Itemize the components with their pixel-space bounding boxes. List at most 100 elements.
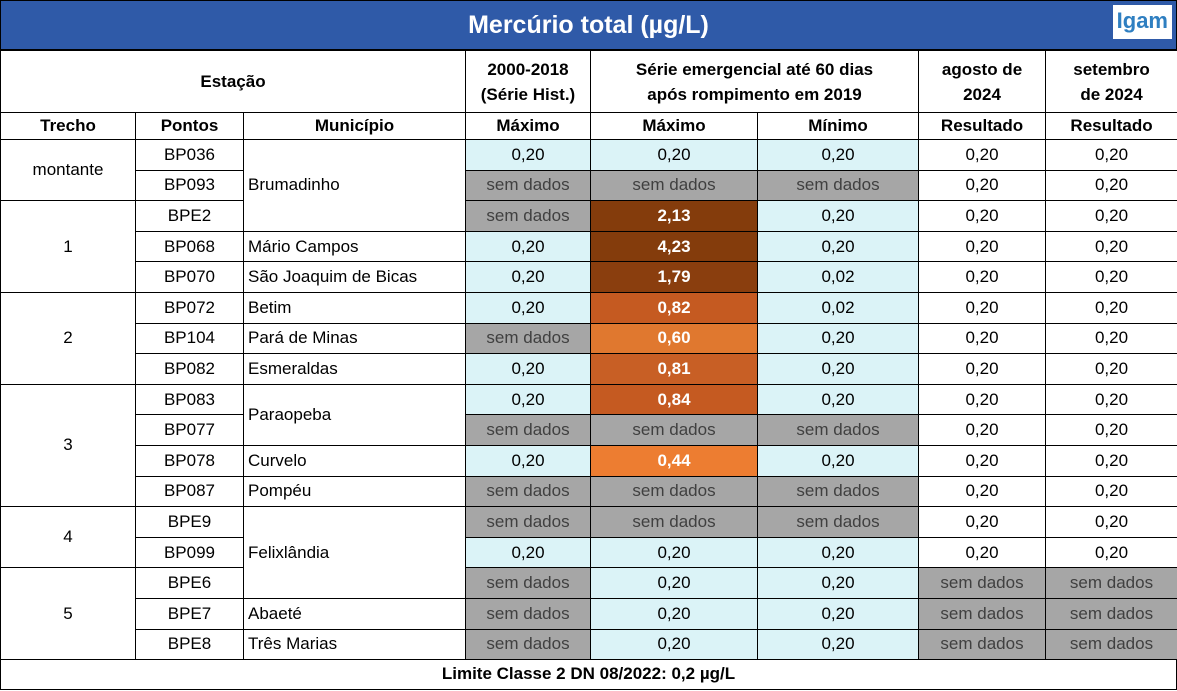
value-cell: 0,20 (1045, 291, 1177, 324)
municipio-cell: Esmeraldas (243, 353, 466, 385)
header-text: após rompimento em 2019 (647, 84, 862, 104)
subheader-cell: Máximo (465, 112, 591, 140)
municipio-cell: Paraopeba (243, 383, 466, 446)
value-cell: sem dados (918, 567, 1047, 599)
value-cell: sem dados (1045, 567, 1177, 599)
value-cell: 0,20 (590, 139, 758, 171)
value-cell: 0,20 (918, 414, 1047, 446)
ponto-cell: BP083 (135, 383, 244, 416)
value-cell: 0,84 (590, 383, 758, 416)
ponto-cell: BPE2 (135, 200, 244, 232)
value-cell: sem dados (756, 506, 920, 538)
value-cell: sem dados (465, 414, 591, 446)
value-cell: 0,60 (590, 322, 758, 355)
value-cell: 0,20 (918, 353, 1047, 385)
value-cell: 0,20 (590, 597, 758, 630)
value-cell: 0,20 (590, 567, 758, 599)
value-cell: 0,20 (1045, 506, 1177, 538)
value-cell: sem dados (465, 200, 591, 232)
data-row: BP068 Mário Campos 0,20 4,23 0,20 0,20 0,20 (1, 230, 1177, 263)
value-cell: 0,20 (756, 322, 920, 355)
value-cell: 0,20 (1045, 444, 1177, 477)
municipio-cell: Curvelo (243, 444, 466, 477)
data-row: BPE8 Três Marias sem dados 0,20 0,20 sem dado… (1, 628, 1177, 661)
trecho-cell: 3 (0, 383, 136, 508)
header-text: setembro (1073, 59, 1150, 79)
value-cell: 0,20 (1045, 200, 1177, 232)
header-cell: Estação (0, 50, 466, 113)
value-cell: 0,20 (918, 291, 1047, 324)
value-cell: 0,20 (1045, 261, 1177, 293)
header-cell: 2000-2018 (Série Hist.) (465, 50, 591, 113)
value-cell: 0,20 (465, 383, 591, 416)
title-bar: Mercúrio total (µg/L) Igam (0, 0, 1177, 50)
ponto-cell: BP070 (135, 261, 244, 293)
value-cell: sem dados (465, 475, 591, 508)
header-cell: agosto de 2024 (918, 50, 1047, 113)
value-cell: 0,20 (465, 139, 591, 171)
ponto-cell: BP099 (135, 536, 244, 569)
value-cell: sem dados (590, 506, 758, 538)
value-cell: 0,20 (756, 567, 920, 599)
value-cell: sem dados (465, 567, 591, 599)
ponto-cell: BPE9 (135, 506, 244, 538)
ponto-cell: BP072 (135, 291, 244, 324)
value-cell: 0,20 (465, 261, 591, 293)
value-cell: 0,20 (756, 536, 920, 569)
data-row: BPE7 Abaeté sem dados 0,20 0,20 sem dados sem … (1, 597, 1177, 630)
data-row: 1 BPE2 sem dados 2,13 0,20 0,20 0,20 (0, 200, 1177, 293)
municipio-cell: Felixlândia (243, 506, 466, 599)
ponto-cell: BP036 (135, 139, 244, 171)
value-cell: 0,20 (756, 230, 920, 263)
value-cell: 0,20 (918, 506, 1047, 538)
municipio-cell: Brumadinho (243, 139, 466, 232)
ponto-cell: BP087 (135, 475, 244, 508)
municipio-cell: São Joaquim de Bicas (243, 261, 466, 293)
value-cell: 0,20 (590, 536, 758, 569)
value-cell: sem dados (590, 414, 758, 446)
value-cell: 0,82 (590, 291, 758, 324)
value-cell: sem dados (465, 597, 591, 630)
subheader-cell: Resultado (918, 112, 1047, 140)
value-cell: 0,20 (918, 383, 1047, 416)
subheader-cell: Pontos (135, 112, 244, 140)
value-cell: 0,20 (465, 291, 591, 324)
header-cell: Série emergencial até 60 dias após rompim… (589, 50, 920, 113)
value-cell: 0,20 (1045, 230, 1177, 263)
ponto-cell: BPE7 (135, 597, 244, 630)
value-cell: sem dados (590, 475, 758, 508)
value-cell: 0,20 (465, 536, 591, 569)
value-cell: 0,02 (756, 291, 920, 324)
subheader-cell: Máximo (590, 112, 758, 140)
data-row: BP087 Pompéu sem dados sem dados sem dados 0,… (1, 475, 1177, 508)
data-row: BP082 Esmeraldas 0,20 0,81 0,20 0,20 0,20 (1, 353, 1177, 385)
value-cell: 0,20 (465, 230, 591, 263)
data-row: BP078 Curvelo 0,20 0,44 0,20 0,20 0,20 (1, 444, 1177, 477)
header-text: 2024 (963, 84, 1001, 104)
value-cell: 2,13 (590, 200, 758, 232)
value-cell: 1,79 (590, 261, 758, 293)
ponto-cell: BP078 (135, 444, 244, 477)
value-cell: 0,20 (1045, 322, 1177, 355)
municipio-cell: Pará de Minas (243, 322, 466, 355)
municipio-cell: Três Marias (243, 628, 466, 661)
value-cell: 0,20 (918, 444, 1047, 477)
value-cell: sem dados (756, 169, 920, 202)
data-row: 5 BPE6 sem dados 0,20 0,20 sem dados sem dados (0, 567, 1177, 661)
ponto-cell: BP082 (135, 353, 244, 385)
value-cell: 4,23 (590, 230, 758, 263)
municipio-cell: Mário Campos (243, 230, 466, 263)
value-cell: sem dados (465, 322, 591, 355)
ponto-cell: BP077 (135, 414, 244, 446)
value-cell: 0,20 (1045, 353, 1177, 385)
footer: Limite Classe 2 DN 08/2022: 0,2 µg/L (0, 660, 1177, 691)
value-cell: 0,20 (756, 200, 920, 232)
data-row: 2 BP072 Betim 0,20 0,82 0,02 0,20 0,20 (0, 291, 1177, 385)
header-text: Série emergencial até 60 dias (635, 59, 874, 79)
value-cell: sem dados (465, 169, 591, 202)
header-text: 2000-2018 (487, 59, 569, 79)
header-cell: setembro de 2024 (1045, 50, 1177, 113)
value-cell: sem dados (590, 169, 758, 202)
value-cell: 0,20 (1045, 414, 1177, 446)
